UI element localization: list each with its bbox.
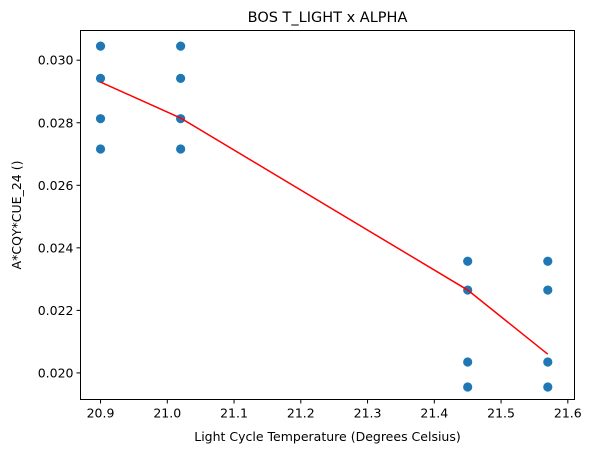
data-point (463, 256, 473, 266)
x-tick-label: 21.3 (354, 406, 382, 421)
data-point (95, 41, 106, 51)
data-point (463, 357, 473, 367)
data-point (95, 73, 106, 83)
trend-line (100, 81, 549, 355)
y-tick-label: 0.030 (38, 53, 74, 68)
x-tick-label: 20.9 (87, 406, 115, 421)
x-tick-label: 21.2 (287, 406, 315, 421)
data-point (176, 144, 186, 154)
x-tick-label: 21.1 (220, 406, 248, 421)
y-tick-label: 0.028 (38, 115, 74, 130)
data-point (95, 114, 106, 124)
data-point (543, 256, 553, 266)
axes-frame (80, 30, 575, 400)
data-point (543, 382, 553, 392)
y-axis-label: A*CQY*CUE_24 () (9, 161, 24, 270)
x-tick-label: 21.5 (487, 406, 515, 421)
plot-area (95, 41, 553, 392)
x-tick-label: 21.6 (554, 406, 582, 421)
x-axis: 20.9 21.0 21.1 21.2 21.3 21.4 21.5 21.6 (87, 399, 582, 421)
data-point (176, 73, 186, 83)
y-axis: 0.020 0.022 0.024 0.026 0.028 0.030 (38, 53, 81, 380)
data-point (463, 382, 473, 392)
data-point (176, 41, 186, 51)
y-tick-label: 0.024 (38, 240, 74, 255)
y-tick-label: 0.026 (38, 178, 74, 193)
x-axis-label: Light Cycle Temperature (Degrees Celsius… (194, 429, 461, 444)
data-point (543, 357, 553, 367)
x-tick-label: 21.0 (153, 406, 181, 421)
chart-title: BOS T_LIGHT x ALPHA (248, 10, 408, 26)
y-tick-label: 0.022 (38, 303, 74, 318)
y-tick-label: 0.020 (38, 365, 74, 380)
x-tick-label: 21.4 (420, 406, 448, 421)
data-point (543, 285, 553, 295)
data-point (95, 144, 106, 154)
